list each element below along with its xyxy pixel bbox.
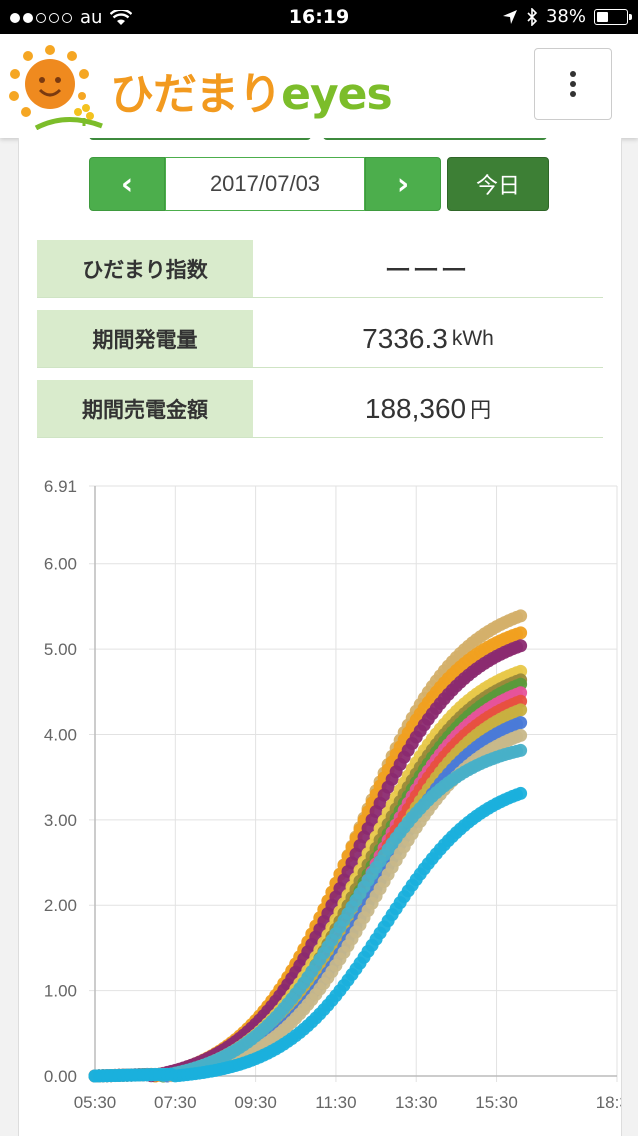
y-tick-label: 6.91 — [44, 477, 77, 496]
stat-row-generation: 期間発電量 7336.3 kWh — [37, 310, 603, 368]
main-content: ‹ 2017/07/03 › 今日 ひだまり指数 ーーー 期間発電量 7336.… — [18, 138, 622, 1136]
stat-label: 期間発電量 — [37, 310, 253, 367]
x-tick-label: 13:30 — [395, 1093, 438, 1112]
stat-label: 期間売電金額 — [37, 380, 253, 437]
stat-value: ーーー — [383, 254, 468, 286]
x-tick-label: 15:30 — [475, 1093, 518, 1112]
date-field[interactable]: 2017/07/03 — [165, 157, 365, 211]
dot-icon — [570, 91, 576, 97]
chevron-left-icon: ‹ — [120, 166, 134, 202]
battery-percent: 38% — [545, 6, 586, 27]
data-point-s9 — [514, 703, 528, 717]
data-point-s1 — [514, 609, 528, 623]
y-tick-label: 5.00 — [44, 640, 77, 659]
tab-stub-right[interactable] — [323, 138, 547, 140]
wifi-icon — [110, 9, 133, 25]
y-tick-label: 0.00 — [44, 1067, 77, 1086]
x-tick-label: 07:30 — [154, 1093, 197, 1112]
today-button[interactable]: 今日 — [447, 157, 549, 211]
battery-icon — [594, 8, 632, 25]
app-header: ひだまりeyes — [0, 34, 638, 138]
carrier-name: au — [80, 7, 103, 28]
data-point-s10 — [514, 716, 528, 730]
data-point-s13 — [514, 786, 528, 800]
generation-chart: 05:30 07:30 09:30 11:30 13:30 15:30 18:30 0.00 1… — [44, 477, 622, 1112]
dot-icon — [570, 71, 576, 77]
stat-row-index: ひだまり指数 ーーー — [37, 240, 603, 298]
y-tick-label: 1.00 — [44, 982, 77, 1001]
prev-day-button[interactable]: ‹ — [89, 157, 165, 211]
data-point-s2 — [514, 626, 528, 640]
y-tick-label: 6.00 — [44, 555, 77, 574]
y-tick-label: 3.00 — [44, 811, 77, 830]
sun-logo-icon — [9, 45, 103, 130]
y-tick-label: 2.00 — [44, 896, 77, 915]
dot-icon — [570, 81, 576, 87]
data-point-s11 — [514, 728, 528, 742]
clock: 16:19 — [288, 6, 350, 28]
stat-row-sales: 期間売電金額 188,360 円 — [37, 380, 603, 438]
tab-stub-left[interactable] — [89, 138, 311, 140]
stat-label: ひだまり指数 — [37, 240, 253, 297]
status-bar: au 16:19 38% — [0, 0, 638, 34]
x-tick-label: 05:30 — [74, 1093, 117, 1112]
app-logo: ひだまりeyes — [110, 69, 393, 120]
x-tick-label: 09:30 — [234, 1093, 277, 1112]
date-navigator: ‹ 2017/07/03 › 今日 — [89, 157, 549, 211]
x-tick-label: 11:30 — [315, 1093, 356, 1112]
menu-button[interactable] — [534, 48, 612, 120]
data-point-s12 — [514, 743, 528, 757]
next-day-button[interactable]: › — [365, 157, 441, 211]
x-tick-label: 18:30 — [596, 1093, 622, 1112]
stat-value: 7336.3 kWh — [362, 322, 494, 354]
bluetooth-icon — [527, 7, 538, 26]
signal-strength-icon — [10, 12, 72, 23]
y-tick-label: 4.00 — [44, 725, 77, 744]
stat-value: 188,360 円 — [364, 392, 492, 424]
chevron-right-icon: › — [396, 166, 410, 202]
data-point-s3 — [514, 639, 528, 653]
location-arrow-icon — [502, 9, 517, 24]
